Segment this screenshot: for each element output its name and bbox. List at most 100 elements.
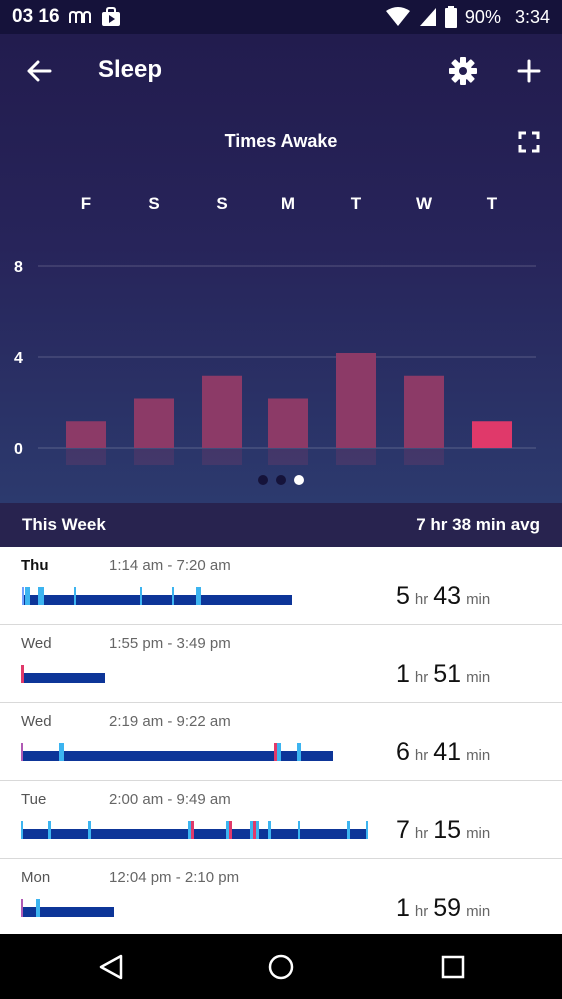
duration-hours: 1 xyxy=(396,894,410,922)
sleep-stage-bar xyxy=(22,587,292,605)
plus-icon xyxy=(517,59,541,83)
week-average: 7 hr 38 min avg xyxy=(416,515,540,534)
log-day: Mon xyxy=(21,869,51,886)
log-day: Thu xyxy=(21,557,49,574)
status-bar: 03 16 90% 3:34 xyxy=(0,0,562,34)
week-label: This Week xyxy=(22,515,106,534)
gear-icon xyxy=(449,57,477,85)
week-summary-bar: This Week 7 hr 38 min avg xyxy=(0,503,562,547)
battery-percent: 90% xyxy=(464,6,501,27)
sleep-log-row[interactable]: Tue 2:00 am - 9:49 am 7 hr 15 min xyxy=(0,781,562,859)
page-dot[interactable] xyxy=(276,475,286,485)
nav-home-button[interactable] xyxy=(264,950,298,984)
arrow-left-icon xyxy=(27,60,52,82)
bar[interactable] xyxy=(202,375,242,448)
log-duration: 6 hr 41 min xyxy=(396,738,490,767)
sleep-log-row[interactable]: Wed 2:19 am - 9:22 am 6 hr 41 min xyxy=(0,703,562,781)
log-time-range: 2:19 am - 9:22 am xyxy=(109,713,231,730)
sleep-log-row[interactable]: Wed 1:55 pm - 3:49 pm 1 hr 51 min xyxy=(0,625,562,703)
log-time-range: 1:14 am - 7:20 am xyxy=(109,557,231,574)
duration-hours: 1 xyxy=(396,660,410,688)
page-dot[interactable] xyxy=(258,475,268,485)
sleep-chart-panel: Sleep Times Awake xyxy=(0,34,562,503)
sleep-stage-bar xyxy=(21,743,333,761)
duration-hours: 7 xyxy=(396,816,410,844)
log-duration: 5 hr 43 min xyxy=(396,582,490,611)
sleep-stage-bar xyxy=(21,899,114,917)
y-tick-label: 4 xyxy=(14,350,23,367)
duration-hours: 5 xyxy=(396,582,410,610)
bar[interactable] xyxy=(404,375,444,448)
sleep-log-row[interactable]: Mon 12:04 pm - 2:10 pm 1 hr 59 min xyxy=(0,859,562,937)
duration-minutes: 15 xyxy=(433,816,462,844)
sleep-stage-bar xyxy=(21,821,368,839)
bar-reflection xyxy=(66,449,106,465)
log-duration: 7 hr 15 min xyxy=(396,816,490,845)
bar[interactable] xyxy=(336,353,376,448)
battery-icon xyxy=(444,6,457,28)
times-awake-chart[interactable]: F S S M T W T 8 4 0 xyxy=(0,184,562,474)
square-recents-icon xyxy=(441,955,465,979)
nav-recents-button[interactable] xyxy=(436,950,470,984)
minutes-unit: min xyxy=(466,903,491,920)
signal-icon xyxy=(419,7,437,27)
duration-hours: 6 xyxy=(396,738,410,766)
bar-reflection xyxy=(336,449,376,465)
minutes-unit: min xyxy=(466,591,491,608)
hours-unit: hr xyxy=(414,903,429,920)
status-date: 03 16 xyxy=(12,6,60,27)
day-label: T xyxy=(351,194,362,213)
bar[interactable] xyxy=(134,398,174,449)
status-time: 3:34 xyxy=(514,6,550,27)
minutes-unit: min xyxy=(466,825,491,842)
day-label: S xyxy=(216,194,227,213)
minutes-unit: min xyxy=(466,747,491,764)
day-label: T xyxy=(487,194,498,213)
page-title: Sleep xyxy=(98,56,163,83)
day-label: S xyxy=(148,194,159,213)
bar-reflection xyxy=(134,449,174,465)
y-tick-label: 0 xyxy=(14,441,23,458)
page-dot-active[interactable] xyxy=(294,475,304,485)
fullscreen-button[interactable] xyxy=(517,130,541,154)
notification-icon xyxy=(68,9,92,25)
log-day: Tue xyxy=(21,791,47,808)
duration-minutes: 43 xyxy=(433,582,462,610)
fullscreen-icon xyxy=(518,131,540,153)
bar[interactable] xyxy=(268,398,308,449)
log-time-range: 1:55 pm - 3:49 pm xyxy=(109,635,231,652)
hours-unit: hr xyxy=(414,669,429,686)
minutes-unit: min xyxy=(466,669,491,686)
hours-unit: hr xyxy=(414,591,429,608)
bar-reflection xyxy=(202,449,242,465)
back-button[interactable] xyxy=(22,54,56,88)
bar-reflection xyxy=(268,449,308,465)
hours-unit: hr xyxy=(414,747,429,764)
circle-home-icon xyxy=(268,954,294,980)
bar-reflection xyxy=(404,449,444,465)
duration-minutes: 51 xyxy=(433,660,462,688)
log-time-range: 12:04 pm - 2:10 pm xyxy=(109,869,240,886)
log-duration: 1 hr 59 min xyxy=(396,894,490,923)
log-day: Wed xyxy=(21,713,52,730)
log-time-range: 2:00 am - 9:49 am xyxy=(109,791,231,808)
bar[interactable] xyxy=(66,421,106,448)
log-duration: 1 hr 51 min xyxy=(396,660,490,689)
day-label: W xyxy=(416,194,433,213)
nav-back-button[interactable] xyxy=(94,950,128,984)
chart-title: Times Awake xyxy=(224,131,338,151)
sleep-log-list: Thu 1:14 am - 7:20 am 5 hr 43 min Wed 1:… xyxy=(0,547,562,937)
add-button[interactable] xyxy=(512,54,546,88)
day-label: M xyxy=(281,194,295,213)
log-day: Wed xyxy=(21,635,52,652)
sleep-log-row[interactable]: Thu 1:14 am - 7:20 am 5 hr 43 min xyxy=(0,547,562,625)
wifi-icon xyxy=(385,7,411,27)
bar[interactable] xyxy=(472,421,512,448)
hours-unit: hr xyxy=(414,825,429,842)
app-bar: Sleep xyxy=(0,34,562,108)
day-label: F xyxy=(81,194,91,213)
play-store-icon xyxy=(100,7,122,27)
duration-minutes: 59 xyxy=(433,894,462,922)
page-indicator xyxy=(0,475,562,485)
settings-button[interactable] xyxy=(446,54,480,88)
